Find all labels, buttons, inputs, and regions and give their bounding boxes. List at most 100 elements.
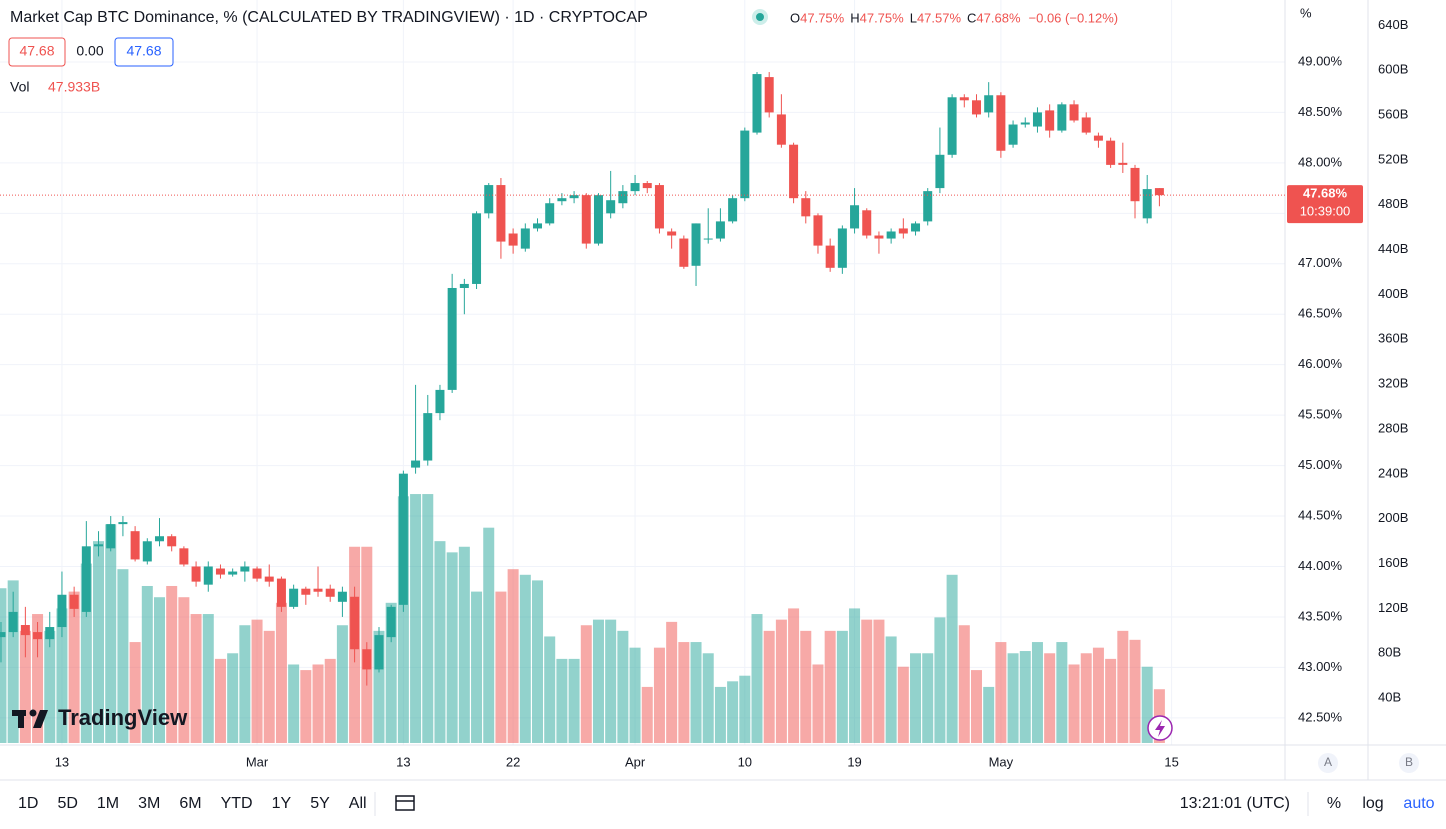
candle-body [20, 625, 30, 636]
range-button[interactable]: All [349, 795, 367, 812]
percent-toggle[interactable]: % [1327, 795, 1341, 812]
volume-bar [605, 619, 617, 743]
candle-body [496, 185, 506, 242]
scale-b[interactable]: B [1405, 755, 1413, 769]
y2-tick-label: 160B [1378, 555, 1408, 570]
ask: 47.68 [126, 43, 161, 59]
logo-mark [33, 710, 48, 728]
volume-bar [873, 619, 885, 743]
candle-body [971, 100, 981, 115]
candle-body [240, 566, 250, 572]
volume-bar [532, 580, 544, 743]
candle-body [618, 191, 628, 204]
candle-body [533, 223, 543, 229]
ohlc-key: L [910, 10, 917, 25]
candle-body [325, 588, 335, 597]
candle-body [106, 524, 116, 549]
log-toggle[interactable]: log [1362, 795, 1383, 812]
candle-body [154, 536, 164, 542]
volume-bar [385, 602, 397, 743]
volume-bar [751, 614, 763, 743]
candle-body [898, 228, 908, 234]
candle-body [850, 205, 860, 229]
volume-bar [666, 621, 678, 743]
scale-a-button[interactable] [1318, 753, 1338, 773]
y-tick-label: 42.50% [1298, 709, 1343, 724]
candle-body [362, 649, 372, 670]
x-tick-label: 15 [1164, 754, 1178, 769]
candle-body [740, 130, 750, 199]
volume-bar [422, 494, 434, 743]
ohlc-change: −0.06 (−0.12%) [1029, 10, 1119, 25]
volume-bar [7, 580, 19, 743]
axis-unit: % [1300, 5, 1312, 20]
volume-bar [1007, 653, 1019, 743]
ohlc-key: C [967, 10, 976, 25]
candle-body [1106, 140, 1116, 165]
range-button[interactable]: 3M [138, 795, 160, 812]
volume-bar [592, 619, 604, 743]
volume-bar [641, 686, 653, 743]
volume-bar [568, 658, 580, 743]
auto-toggle[interactable]: auto [1403, 795, 1434, 812]
volume-bar [812, 664, 824, 743]
candle-body [1142, 189, 1152, 219]
candle-body [0, 632, 6, 638]
volume-bar [32, 614, 44, 743]
candle-body [959, 97, 969, 101]
volume-bar [800, 630, 812, 743]
scale-b-button[interactable] [1399, 753, 1419, 773]
candle-body [459, 283, 469, 288]
calendar-icon[interactable] [395, 795, 415, 811]
y2-tick-label: 640B [1378, 17, 1408, 32]
range-button[interactable]: 1D [18, 795, 38, 812]
y2-tick-label: 200B [1378, 510, 1408, 525]
volume-bar [153, 597, 165, 743]
clock[interactable]: 13:21:01 (UTC) [1180, 795, 1290, 812]
volume-bar [68, 591, 80, 743]
y-tick-label: 44.50% [1298, 507, 1343, 522]
alert-icon-bolt [1155, 720, 1165, 737]
volume-bar [129, 642, 141, 743]
volume-bar [910, 653, 922, 743]
range-button[interactable]: 5Y [310, 795, 330, 812]
candle-body [654, 185, 664, 229]
candle-body [203, 566, 213, 585]
volume-bar [1117, 630, 1129, 743]
candle-body [715, 221, 725, 239]
candle-body [593, 195, 603, 244]
y-tick-label: 49.00% [1298, 53, 1343, 68]
candle-body [1045, 110, 1055, 131]
volume-bar [495, 591, 507, 743]
date-range-button[interactable] [395, 795, 415, 811]
candle-body [1008, 124, 1018, 145]
volume-bar [934, 617, 946, 743]
candle-body [264, 576, 274, 582]
candle-body [1069, 104, 1079, 121]
candle-body [984, 95, 994, 113]
volume-bar [739, 675, 751, 743]
candle-body [569, 195, 579, 199]
candle-body [301, 588, 311, 595]
candle-body [130, 531, 140, 560]
volume-bar [214, 658, 226, 743]
last-price-box [1287, 185, 1363, 224]
y-tick-label: 45.00% [1298, 457, 1343, 472]
volume-bar [0, 588, 7, 743]
range-button[interactable]: 5D [57, 795, 77, 812]
grid [0, 0, 1285, 745]
range-button[interactable]: 1Y [272, 795, 292, 812]
candle-body [215, 568, 225, 575]
bid: 47.68 [19, 43, 54, 59]
range-button[interactable]: 6M [179, 795, 201, 812]
candle-body [484, 185, 494, 214]
scale-a[interactable]: A [1324, 755, 1332, 769]
volume-bar [300, 670, 312, 743]
range-button[interactable]: 1M [97, 795, 119, 812]
candle-body [94, 544, 104, 547]
range-button[interactable]: YTD [221, 795, 253, 812]
volume-bar [202, 614, 214, 743]
spread: 0.00 [76, 43, 103, 59]
volume-bar [824, 630, 836, 743]
candle-body [801, 198, 811, 217]
